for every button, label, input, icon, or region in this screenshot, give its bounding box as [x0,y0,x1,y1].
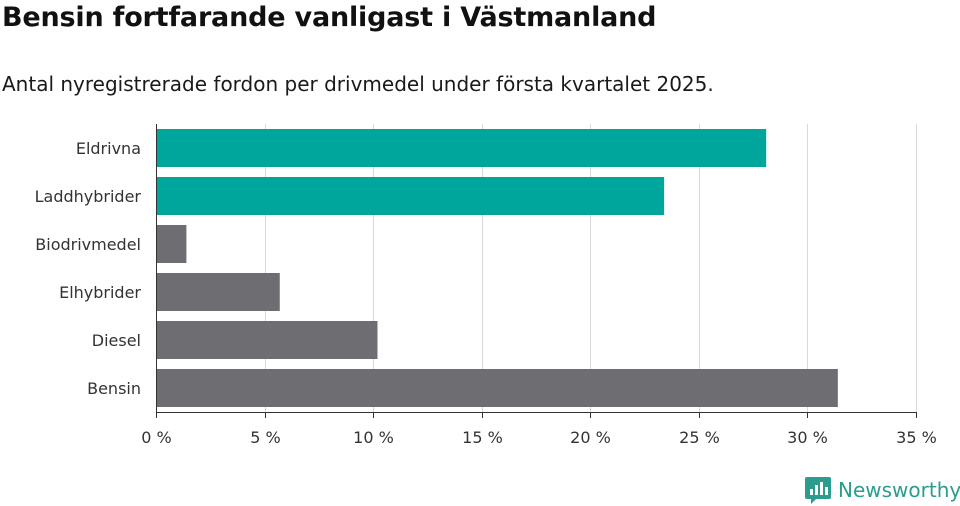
brand-logo: Newsworthy [804,474,960,506]
x-tick-label: 25 % [679,428,720,447]
category-label: Bensin [87,379,141,398]
bar-bensin [156,369,838,407]
bar-biodrivmedel [156,225,187,263]
x-tick-label: 5 % [250,428,280,447]
bar-laddhybrider [156,177,665,215]
category-label: Elhybrider [59,283,141,302]
bar-elhybrider [156,273,280,311]
bar-diesel [156,321,378,359]
x-tick-label: 15 % [462,428,503,447]
x-tick-label: 35 % [896,428,937,447]
x-tick-label: 30 % [787,428,828,447]
brand-name: Newsworthy [838,478,960,502]
category-label: Laddhybrider [35,187,142,206]
chart-subtitle: Antal nyregistrerade fordon per drivmede… [2,72,714,96]
x-tick-label: 20 % [570,428,611,447]
x-tick-label: 10 % [353,428,394,447]
bar-eldrivna [156,129,767,167]
category-label: Diesel [92,331,141,350]
category-label: Biodrivmedel [35,235,141,254]
category-label: Eldrivna [76,139,141,158]
newsworthy-logo-icon [805,477,831,504]
x-tick-label: 0 % [141,428,171,447]
chart-title: Bensin fortfarande vanligast i Västmanla… [2,2,657,33]
